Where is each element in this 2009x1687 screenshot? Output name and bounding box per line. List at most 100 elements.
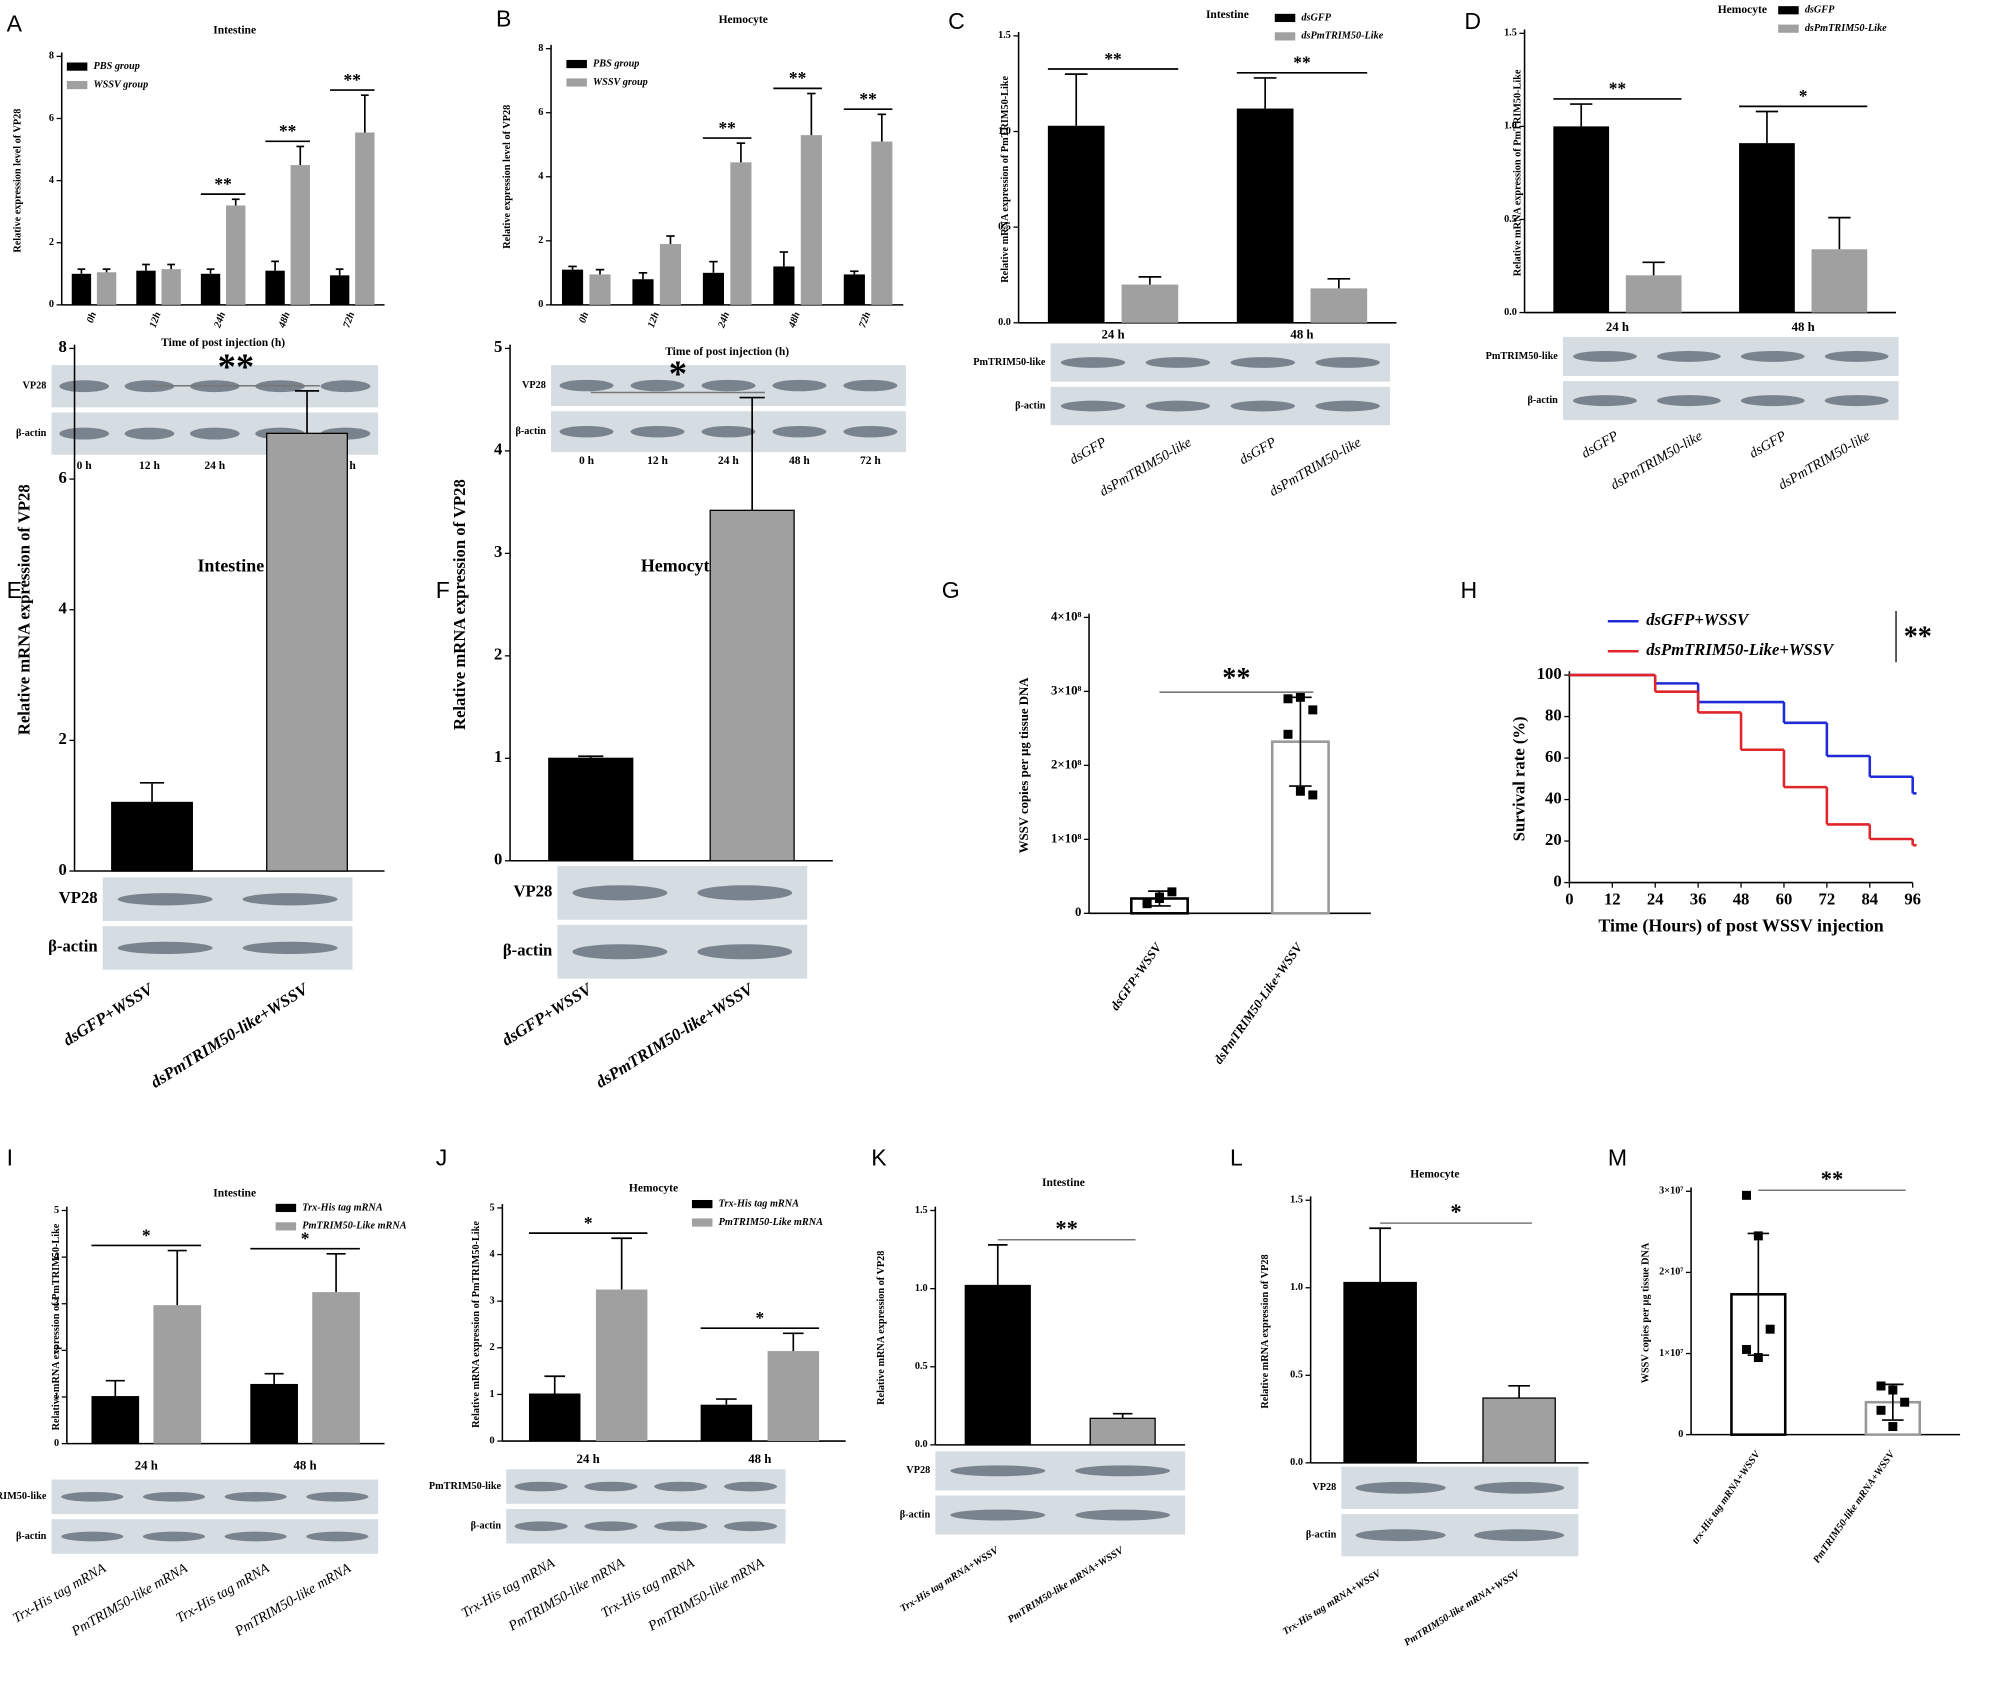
bar bbox=[265, 270, 285, 305]
bar bbox=[161, 269, 181, 305]
bar bbox=[1310, 288, 1368, 323]
chart-title: Hemocyte bbox=[629, 1182, 678, 1194]
legend-label: dsPmTRIM50-Like bbox=[1805, 23, 1887, 34]
blot-band bbox=[1145, 357, 1211, 368]
blot-band bbox=[1656, 350, 1721, 362]
y-tick-label: 1×10⁷ bbox=[1659, 1348, 1683, 1359]
blot-band bbox=[559, 425, 614, 438]
x-tick-label: 96 bbox=[1904, 889, 1921, 908]
x-tick-label: 12h bbox=[148, 310, 164, 329]
y-tick-label: 2 bbox=[538, 235, 543, 246]
y-tick-label: 4 bbox=[538, 171, 543, 182]
blot-row-label: VP28 bbox=[59, 888, 98, 907]
x-tick-label: 48h bbox=[277, 310, 293, 330]
bar bbox=[964, 1284, 1031, 1446]
blot-band bbox=[124, 427, 175, 440]
y-tick-label: 4 bbox=[54, 1251, 59, 1262]
significance-label: ** bbox=[789, 68, 806, 88]
y-tick-label: 2 bbox=[59, 729, 67, 748]
x-tick-label: 60 bbox=[1776, 889, 1793, 908]
y-axis-label: Relative mRNA expression of VP28 bbox=[15, 484, 34, 735]
x-tick-label: 0 bbox=[1565, 889, 1573, 908]
blot-band bbox=[1315, 357, 1380, 368]
blot-lane-label: 12 h bbox=[647, 455, 668, 467]
bar bbox=[71, 273, 92, 305]
y-tick-label: 20 bbox=[1545, 830, 1562, 849]
blot-row-label: β-actin bbox=[16, 428, 47, 439]
blot-band bbox=[1656, 395, 1721, 407]
data-point bbox=[1308, 790, 1318, 800]
bar bbox=[589, 274, 611, 305]
x-tick-label: 0h bbox=[85, 310, 99, 324]
legend-label: dsGFP+WSSV bbox=[1646, 610, 1750, 629]
blot-lane-label: PmTRIM50-like mRNA bbox=[505, 1555, 628, 1635]
y-axis-label: Relative mRNA expression of VP28 bbox=[876, 1251, 887, 1405]
y-tick-label: 0 bbox=[1553, 871, 1561, 890]
blot-row-label: β-actin bbox=[1527, 395, 1558, 406]
blot-band bbox=[697, 885, 793, 901]
x-tick-label: 84 bbox=[1861, 889, 1878, 908]
x-tick-label: 48 h bbox=[748, 1452, 771, 1466]
bar bbox=[548, 757, 634, 862]
y-tick-label: 3 bbox=[54, 1298, 59, 1309]
blot-band bbox=[630, 425, 685, 438]
x-tick-label: 12 bbox=[1604, 889, 1621, 908]
y-tick-label: 0.5 bbox=[915, 1361, 928, 1372]
y-tick-label: 1.0 bbox=[1504, 121, 1517, 132]
blot-band bbox=[514, 1481, 568, 1492]
blot-row-label: PmTRIM50-like bbox=[973, 357, 1046, 368]
significance-label: ** bbox=[1609, 79, 1626, 99]
blot-band bbox=[224, 1531, 287, 1542]
significance-label: * bbox=[301, 1229, 310, 1249]
legend-swatch bbox=[1274, 32, 1296, 41]
blot-lane-label: 24 h bbox=[718, 455, 739, 467]
y-tick-label: 1×10⁸ bbox=[1051, 831, 1081, 845]
x-tick-label: 48 h bbox=[1290, 328, 1313, 342]
legend-swatch bbox=[66, 80, 88, 90]
y-tick-label: 0 bbox=[538, 299, 543, 310]
bar bbox=[528, 1393, 581, 1442]
chart-title: Intestine bbox=[213, 24, 256, 36]
bar bbox=[730, 162, 752, 305]
bar bbox=[153, 1305, 202, 1444]
blot-band bbox=[1145, 400, 1211, 412]
blot-row-label: VP28 bbox=[522, 380, 546, 391]
significance-label: * bbox=[1450, 1199, 1461, 1224]
chart-title: Hemocyte bbox=[1410, 1168, 1459, 1180]
y-axis-label: Relative mRNA expression of PmTRIM50-Lik… bbox=[51, 1223, 62, 1430]
blot-band bbox=[1060, 357, 1126, 368]
bar bbox=[91, 1396, 140, 1444]
bar bbox=[329, 275, 350, 305]
y-axis-label: Relative expression level of VP28 bbox=[502, 105, 513, 249]
y-tick-label: 0 bbox=[494, 850, 502, 869]
y-tick-label: 80 bbox=[1545, 705, 1562, 724]
y-tick-label: 1.5 bbox=[1290, 1195, 1303, 1206]
y-tick-label: 2×10⁷ bbox=[1659, 1267, 1683, 1278]
bar bbox=[355, 132, 375, 305]
x-tick-label: dsGFP+WSSV bbox=[1108, 940, 1165, 1013]
blot-band bbox=[630, 379, 685, 392]
data-point bbox=[1167, 887, 1177, 897]
x-tick-label: dsPmTRIM50-like+WSSV bbox=[592, 978, 758, 1091]
x-tick-label: 24 bbox=[1647, 889, 1664, 908]
y-axis-label: WSSV copies per µg tissue DNA bbox=[1641, 1242, 1652, 1383]
panel-letter: B bbox=[496, 6, 511, 32]
blot-band bbox=[772, 379, 827, 392]
y-tick-label: 60 bbox=[1545, 747, 1562, 766]
legend-swatch bbox=[566, 78, 587, 87]
y-axis-label: Relative mRNA expression of VP28 bbox=[450, 479, 469, 730]
x-tick-label: 12h bbox=[646, 310, 662, 329]
blot-band bbox=[1474, 1529, 1565, 1542]
x-axis-label: Time (Hours) of post WSSV injection bbox=[1598, 916, 1883, 937]
blot-band bbox=[117, 893, 213, 906]
y-tick-label: 0 bbox=[1678, 1429, 1683, 1440]
y-tick-label: 2 bbox=[490, 1342, 495, 1353]
panel-letter: K bbox=[871, 1144, 887, 1170]
bar bbox=[1121, 284, 1179, 323]
y-axis-label: Relative expression level of VP28 bbox=[13, 109, 24, 253]
y-tick-label: 4 bbox=[59, 599, 68, 618]
y-tick-label: 2 bbox=[49, 237, 54, 248]
blot-row-label: VP28 bbox=[1312, 1482, 1336, 1493]
blot-band bbox=[61, 1491, 124, 1502]
bar bbox=[1811, 249, 1868, 313]
